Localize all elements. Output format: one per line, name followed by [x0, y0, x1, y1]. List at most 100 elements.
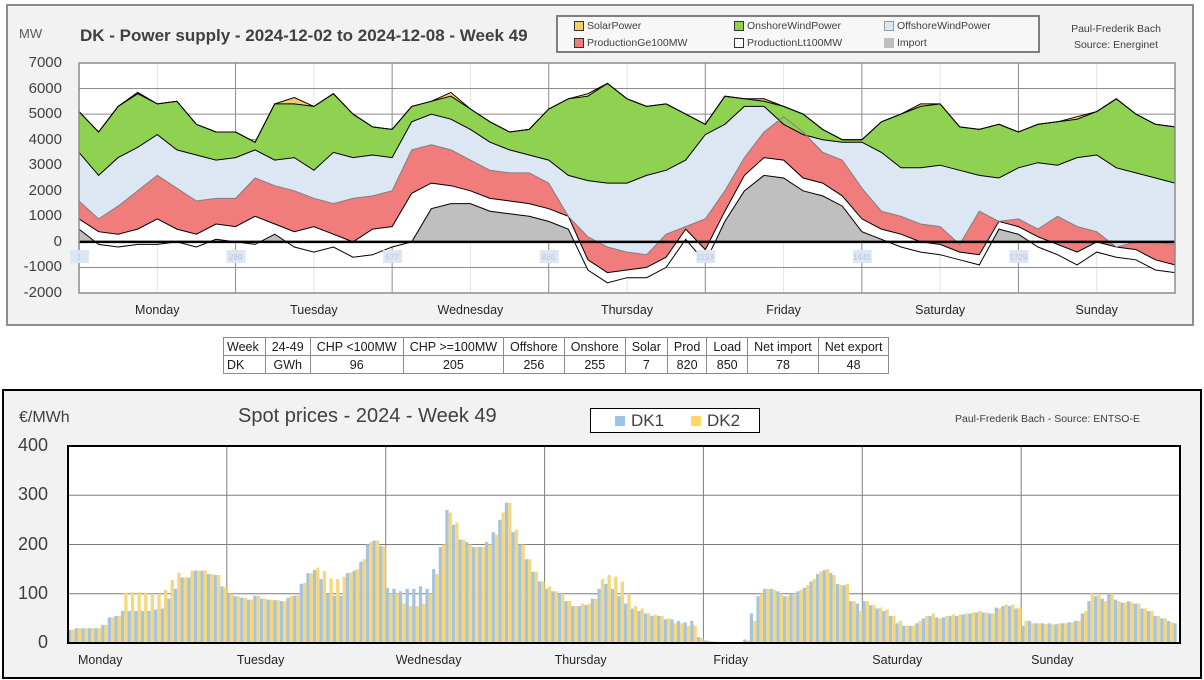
- bar-dk1: [902, 625, 906, 643]
- bar-dk2: [150, 593, 155, 643]
- top-x-index-label: 1153: [697, 253, 715, 262]
- bottom-y-tick-label: 0: [37, 632, 48, 652]
- bar-dk2: [441, 544, 446, 643]
- bar-dk2: [865, 601, 869, 643]
- bottom-y-unit: €/MWh: [19, 409, 70, 426]
- bar-dk2: [812, 578, 816, 643]
- bar-dk1: [524, 559, 529, 643]
- bar-dk2: [111, 617, 115, 643]
- legend-label: OffshoreWindPower: [897, 20, 991, 32]
- bar-dk1: [1067, 622, 1071, 643]
- top-x-index-tick: 1: [70, 250, 89, 263]
- bar-dk2: [693, 625, 697, 643]
- top-x-index-tick-bg: [226, 250, 246, 263]
- bar-dk2: [673, 623, 677, 643]
- bar-dk1: [1080, 613, 1085, 643]
- bar-dk1: [1133, 603, 1137, 643]
- bar-dk1: [293, 595, 297, 643]
- bar-dk2: [302, 582, 307, 643]
- bar-dk1: [498, 519, 502, 644]
- top-y-tick-label: 1000: [28, 207, 62, 225]
- bar-dk1: [253, 595, 257, 643]
- bar-dk1: [915, 623, 919, 643]
- bar-dk1: [504, 502, 509, 643]
- table-cell: CHP >=100MW: [402, 337, 505, 356]
- bar-dk2: [892, 615, 896, 643]
- bar-dk2: [177, 572, 181, 643]
- bar-dk1: [789, 593, 793, 643]
- bar-dk1: [81, 628, 85, 643]
- bar-dk2: [554, 591, 558, 643]
- bar-dk1: [557, 593, 562, 643]
- bar-dk2: [991, 613, 995, 643]
- ge100-swatch: [574, 38, 584, 48]
- bottom-y-tick-label: 400: [17, 435, 48, 455]
- bar-dk1: [829, 573, 833, 643]
- bar-dk2: [97, 628, 102, 643]
- legend-label: DK1: [631, 411, 665, 430]
- bar-dk1: [1087, 601, 1091, 643]
- bar-dk1: [696, 637, 701, 643]
- bar-dk1: [173, 588, 178, 643]
- bar-dk1: [180, 577, 184, 643]
- bar-dk2: [528, 559, 532, 643]
- bar-dk2: [885, 609, 889, 643]
- bar-dk1: [273, 600, 277, 643]
- top-x-index-label: 865: [542, 253, 556, 262]
- table-header-row: Week 24-49 CHP <100MW CHP >=100MW Offsho…: [223, 337, 890, 356]
- bar-dk2: [336, 578, 340, 643]
- bar-dk2: [1050, 624, 1055, 643]
- bottom-x-day-label: Sunday: [1031, 653, 1074, 667]
- bar-dk2: [223, 587, 227, 643]
- bar-dk1: [1113, 599, 1118, 643]
- bar-dk2: [905, 625, 909, 643]
- top-y-tick-label: -2000: [23, 284, 62, 301]
- bar-dk2: [163, 589, 168, 643]
- bar-dk2: [898, 620, 902, 643]
- bar-dk1: [683, 622, 687, 643]
- legend-label: OnshoreWindPower: [747, 20, 841, 32]
- bar-dk1: [465, 542, 469, 643]
- bar-dk2: [633, 606, 638, 643]
- bar-dk2: [375, 540, 380, 643]
- legend-item-dk2: DK2: [691, 411, 740, 431]
- bar-dk1: [888, 615, 893, 643]
- bar-dk2: [1170, 622, 1174, 643]
- bottom-x-day-label: Tuesday: [236, 653, 285, 667]
- bar-dk2: [746, 640, 750, 643]
- bar-dk2: [144, 592, 148, 643]
- bar-dk1: [1074, 620, 1078, 643]
- bar-dk2: [1150, 610, 1154, 643]
- bar-dk1: [590, 598, 595, 643]
- bar-dk2: [561, 593, 565, 643]
- bar-dk1: [372, 540, 376, 643]
- top-x-index-tick-bg: [383, 250, 403, 263]
- bar-dk2: [461, 539, 466, 643]
- bar-dk2: [197, 570, 201, 643]
- top-x-index-label: 1: [77, 253, 82, 262]
- legend-item-onshore: OnshoreWindPower: [734, 20, 841, 32]
- bar-dk1: [412, 588, 416, 643]
- bottom-plot-border: [67, 445, 1181, 644]
- import-swatch: [884, 38, 894, 48]
- top-y-unit: MW: [19, 26, 43, 41]
- bar-dk2: [845, 583, 850, 643]
- bar-dk1: [491, 532, 495, 643]
- bar-dk1: [385, 587, 390, 643]
- bar-dk2: [521, 544, 525, 643]
- table-cell: Prod: [666, 337, 708, 356]
- bar-dk1: [981, 612, 985, 643]
- bar-dk1: [140, 610, 145, 643]
- table-cell: 850: [706, 355, 749, 374]
- legend-label: ProductionLt100MW: [747, 37, 843, 49]
- bar-dk2: [256, 595, 260, 643]
- bar-dk2: [945, 615, 949, 643]
- bar-dk2: [607, 575, 611, 643]
- bar-dk1: [868, 605, 873, 643]
- bar-dk2: [117, 615, 121, 643]
- bar-dk1: [1047, 623, 1051, 643]
- bar-dk1: [1173, 623, 1177, 643]
- bottom-x-day-label: Thursday: [554, 653, 607, 667]
- top-x-index-label: 577: [385, 253, 399, 262]
- bar-dk2: [514, 529, 519, 643]
